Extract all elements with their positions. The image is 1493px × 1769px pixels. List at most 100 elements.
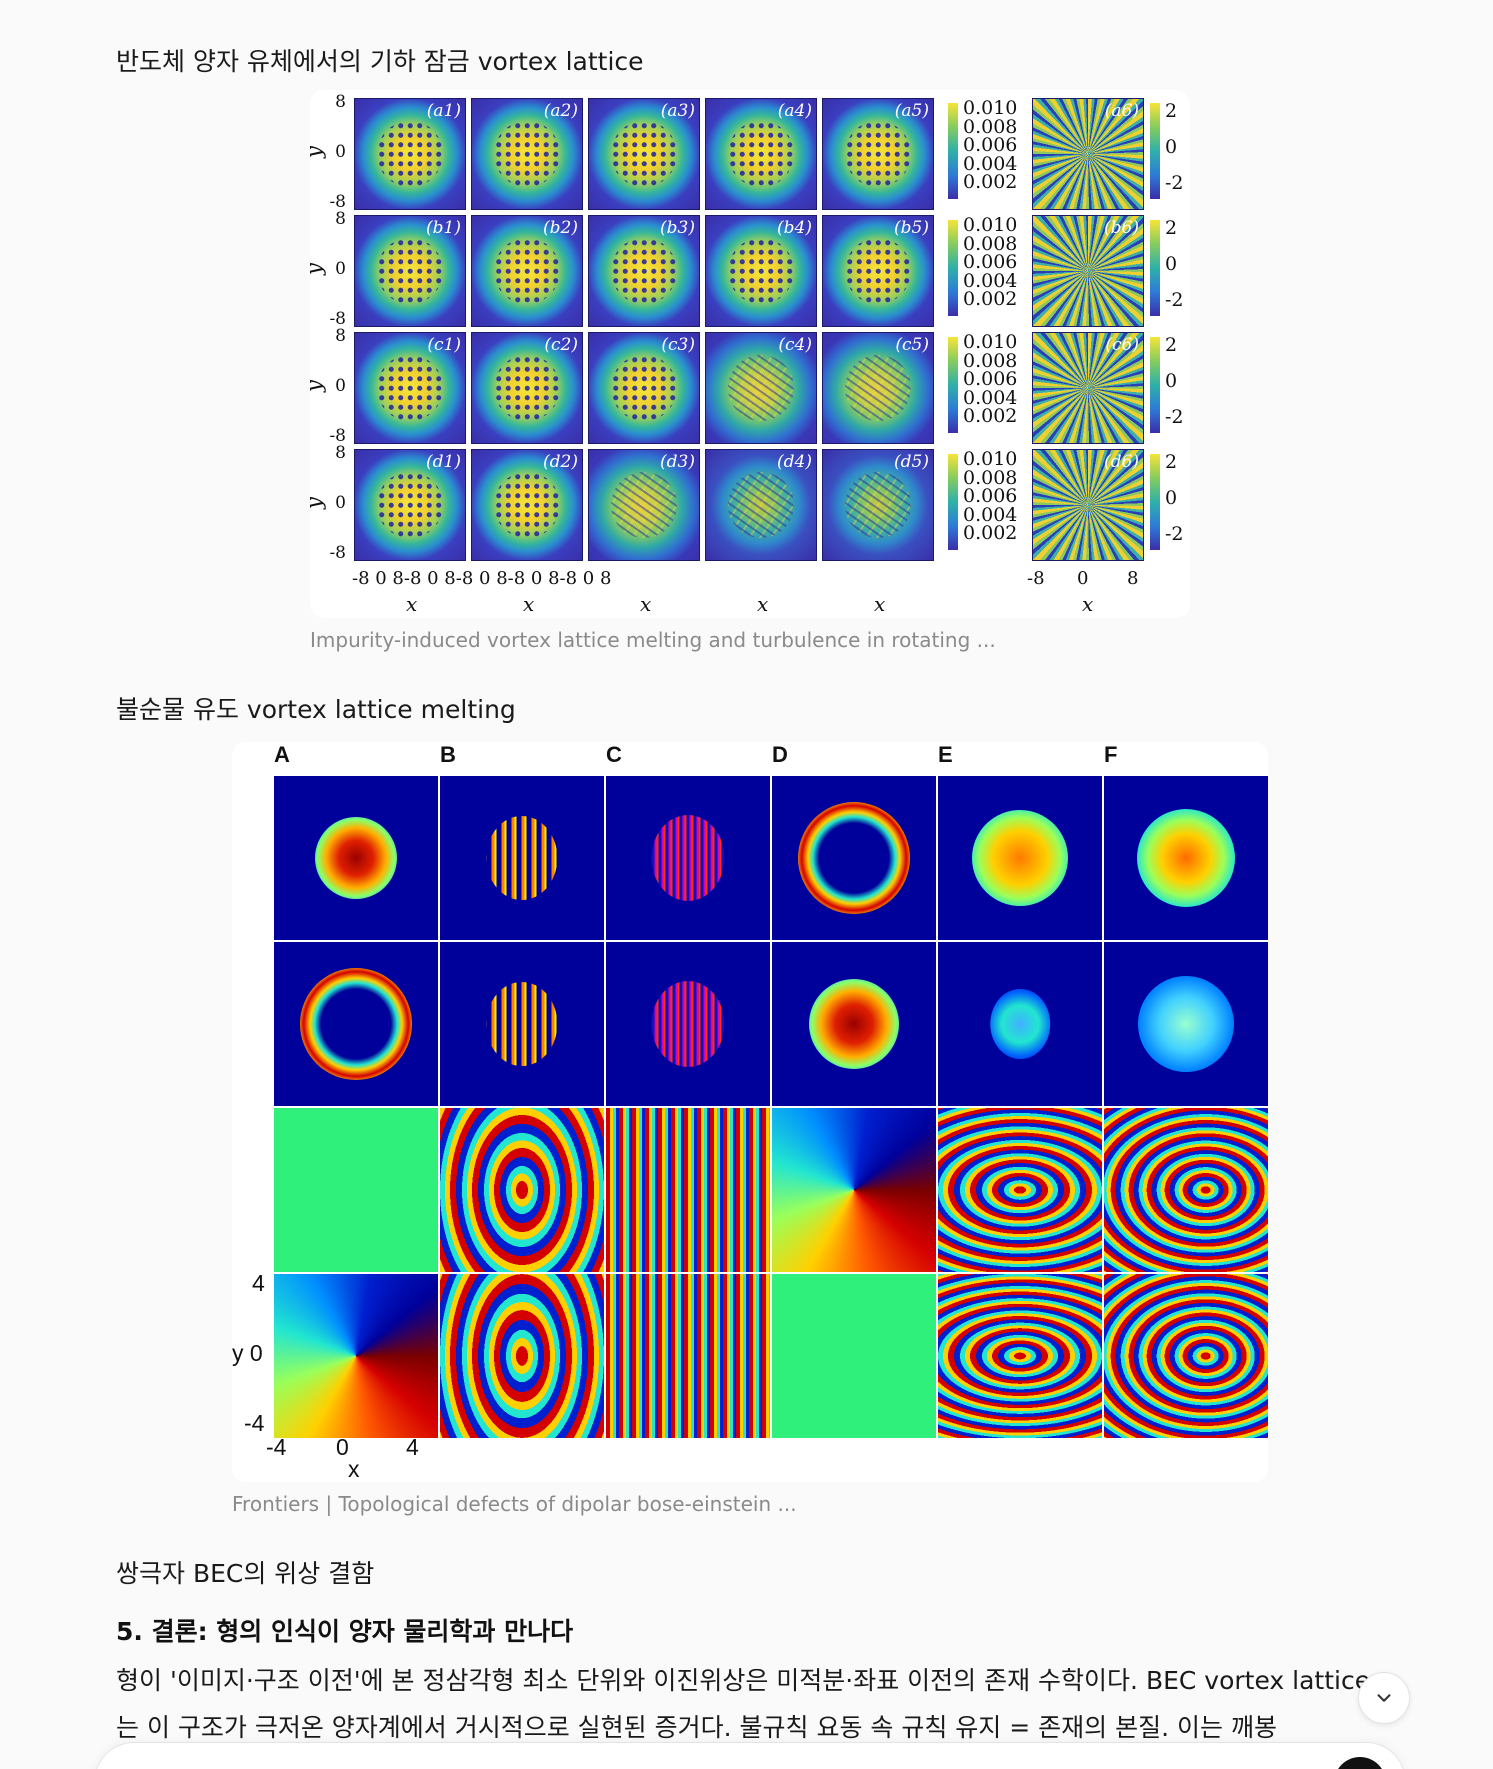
colorbar-tick: 0.010	[963, 97, 1018, 119]
colorbar-tick: 0.006	[963, 134, 1018, 156]
density-panel-c1: (c1)	[354, 332, 466, 444]
x-axis-label: x	[874, 592, 886, 616]
figure-topological-defects[interactable]: A B C D E F 4 y 0 -4 -4 0 4 x	[232, 742, 1268, 1482]
vortex-dots	[611, 238, 677, 304]
figure-vortex-lattice-melting[interactable]: y80-8(a1)(a2)(a3)(a4)(a5)0.0100.0080.006…	[310, 90, 1190, 618]
vortex-dots	[845, 121, 911, 187]
panel-label: (c5)	[895, 335, 929, 355]
conclusion-paragraph: 형이 '이미지·구조 이전'에 본 정삼각형 최소 단위와 이진위상은 미적분·…	[116, 1666, 1371, 1742]
phase-colorbar	[1150, 220, 1160, 316]
vortex-dots	[611, 121, 677, 187]
x-axis-label: x	[406, 592, 418, 616]
y-tick: -8	[329, 426, 346, 446]
colorbar-tick: 0.008	[963, 349, 1018, 372]
colorbar-tick: 0.010	[963, 448, 1018, 470]
y-tick: -8	[329, 309, 346, 329]
colorbar-tick: 0.010	[963, 214, 1018, 236]
panel-label: (d2)	[543, 452, 578, 472]
vortex-dots	[377, 355, 443, 421]
density-panel-d3: (d3)	[588, 449, 700, 561]
density-panel-d4: (d4)	[705, 449, 817, 561]
density-colorbar-ticks: 0.010 0.008 0.006 0.004 0.002	[963, 450, 1017, 543]
colorbar-tick: 0.002	[963, 522, 1018, 544]
density-colorbar-ticks: 0.010 0.008 0.006 0.004 0.002	[963, 216, 1017, 309]
figure-caption-1[interactable]: Impurity-induced vortex lattice melting …	[310, 628, 996, 652]
phase-colorbar-tick: 0	[1165, 487, 1178, 509]
density-blob	[300, 968, 412, 1080]
density-colorbar	[948, 220, 958, 316]
panel-label: (d1)	[426, 452, 461, 472]
y-tick: 0	[335, 376, 346, 396]
phase-colorbar	[1150, 454, 1160, 550]
density-blob	[798, 802, 910, 914]
y-tick: 8	[335, 326, 346, 346]
panel-label: (a5)	[894, 101, 929, 121]
density-panel-a2: (a2)	[471, 98, 583, 210]
x-tick: 8	[1127, 568, 1139, 589]
panel-label: (a3)	[660, 101, 695, 121]
y-tick: 8	[335, 92, 346, 112]
density-panel-d2: (d2)	[471, 449, 583, 561]
panel-label: (b2)	[543, 218, 578, 238]
colorbar-tick: 0.002	[963, 171, 1018, 193]
panel-label: (a2)	[543, 101, 578, 121]
colorbar-tick: 0.008	[963, 115, 1018, 138]
density-colorbar	[948, 337, 958, 433]
panel-label: (c4)	[778, 335, 812, 355]
panel-label: (a6)	[1104, 101, 1139, 121]
phase-cell-A2	[274, 1274, 438, 1438]
section-heading-melting: 불순물 유도 vortex lattice melting	[116, 695, 516, 724]
phase-cell-F1	[1104, 1108, 1268, 1272]
panel-label: (b3)	[660, 218, 695, 238]
vortex-dots	[728, 355, 794, 421]
phase-panel-c6: (c6)	[1032, 332, 1144, 444]
y-tick: 0	[335, 142, 346, 162]
panel-label: (d3)	[660, 452, 695, 472]
colorbar-tick: 0.004	[963, 152, 1018, 175]
y-tick: -8	[329, 543, 346, 563]
x-tick: -4	[266, 1434, 287, 1460]
phase-cell-C1	[606, 1108, 770, 1272]
density-colorbar-ticks: 0.010 0.008 0.006 0.004 0.002	[963, 333, 1017, 426]
panel-label: (b6)	[1104, 218, 1139, 238]
colorbar-tick: 0.006	[963, 485, 1018, 507]
figure-caption-2[interactable]: Frontiers | Topological defects of dipol…	[232, 1492, 797, 1516]
column-label: A	[274, 742, 290, 767]
density-panel-b3: (b3)	[588, 215, 700, 327]
phase-panel-d6: (d6)	[1032, 449, 1144, 561]
density-cell-D2	[772, 942, 936, 1106]
density-panel-c5: (c5)	[822, 332, 934, 444]
phase-cell-F2	[1104, 1274, 1268, 1438]
phase-cell-E2	[938, 1274, 1102, 1438]
density-cell-A1	[274, 776, 438, 940]
colorbar-tick: 0.004	[963, 269, 1018, 292]
scroll-down-button[interactable]	[1358, 1672, 1410, 1724]
message-composer[interactable]	[94, 1742, 1406, 1769]
vortex-dots	[611, 355, 677, 421]
y-axis-label: y 0	[232, 1340, 263, 1366]
colorbar-tick: 0.006	[963, 251, 1018, 273]
phase-cell-D2	[772, 1274, 936, 1438]
section-heading-lattice: 반도체 양자 유체에서의 기하 잠금 vortex lattice	[116, 47, 644, 76]
panel-label: (b1)	[426, 218, 461, 238]
column-label: C	[606, 742, 622, 767]
send-button[interactable]	[1334, 1757, 1386, 1769]
density-colorbar	[948, 454, 958, 550]
density-blob	[486, 982, 558, 1066]
phase-colorbar-tick: -2	[1165, 172, 1184, 194]
panel-label: (b4)	[777, 218, 812, 238]
x-tick: -8	[1027, 568, 1045, 589]
phase-colorbar-tick: -2	[1165, 289, 1184, 311]
y-tick: 4	[252, 1270, 265, 1296]
section-heading-dipolar: 쌍극자 BEC의 위상 결함	[116, 1559, 375, 1588]
vortex-dots	[728, 121, 794, 187]
x-axis-label: x	[523, 592, 535, 616]
x-tick: 0	[336, 1434, 349, 1460]
phase-cell-C2	[606, 1274, 770, 1438]
density-panel-b4: (b4)	[705, 215, 817, 327]
vortex-dots	[728, 472, 794, 538]
panel-label: (d5)	[894, 452, 929, 472]
colorbar-tick: 0.006	[963, 368, 1018, 390]
density-panel-b5: (b5)	[822, 215, 934, 327]
